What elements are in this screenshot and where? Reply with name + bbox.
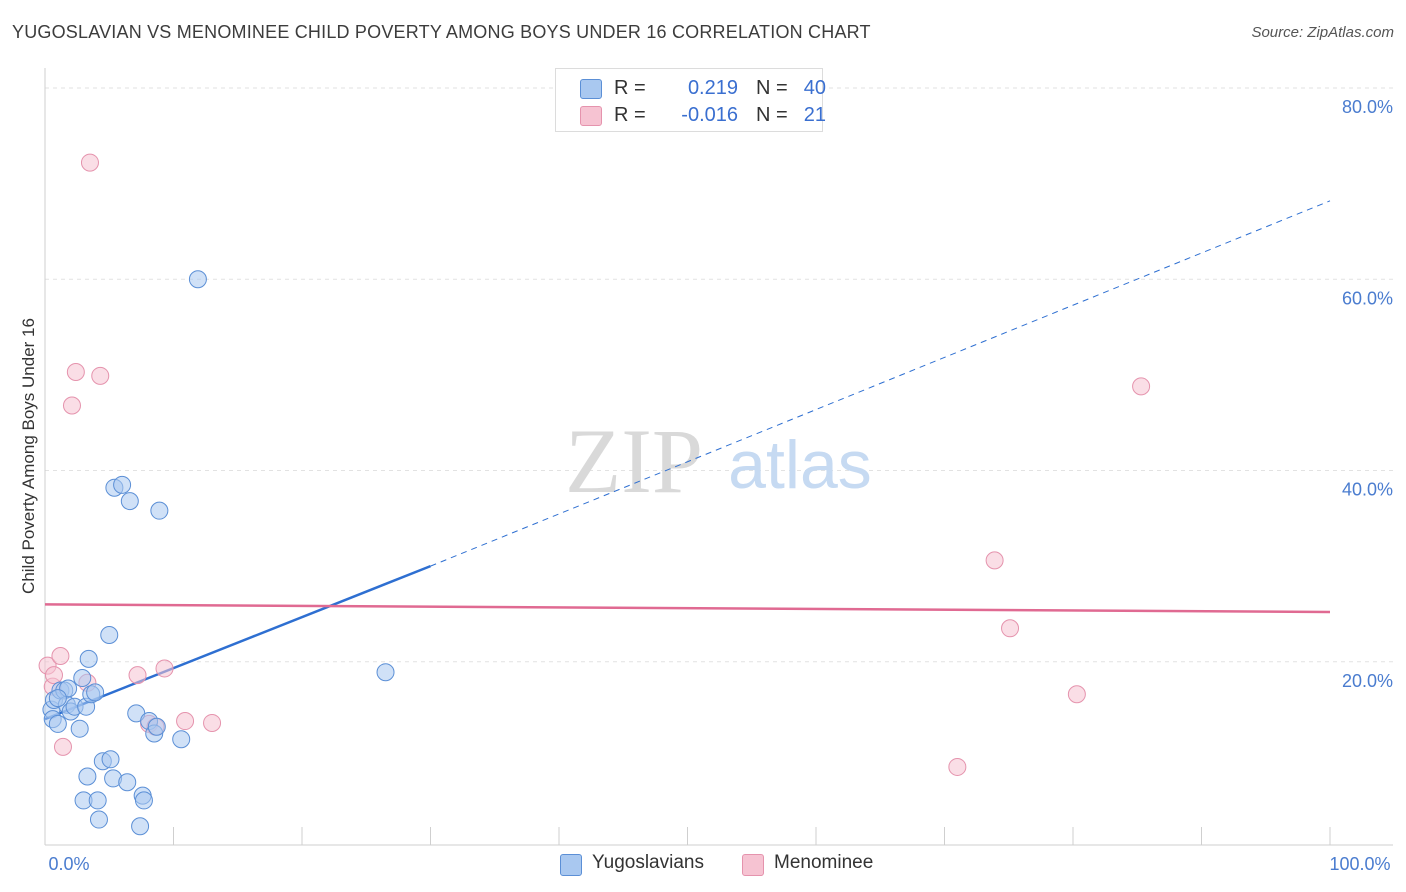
y-tick-label: 20.0% xyxy=(1342,671,1393,691)
legend-swatch-menominee xyxy=(580,106,602,126)
legend-r-value: -0.016 xyxy=(681,104,738,126)
bottom-legend-label-yugoslavians: Yugoslavians xyxy=(592,852,704,873)
bottom-legend-swatch-yugoslavians xyxy=(560,854,582,876)
legend-n-label: N = xyxy=(756,104,788,126)
point-menominee xyxy=(155,659,174,678)
watermark: ZIP atlas xyxy=(565,410,872,512)
point-yugoslavians xyxy=(78,767,97,786)
point-yugoslavians xyxy=(89,810,108,829)
tick-layer: 20.0% 40.0% 60.0% 80.0% 0.0% 100.0% xyxy=(48,97,1393,874)
point-menominee xyxy=(948,757,967,776)
trend-line-yugoslavians-extension xyxy=(430,200,1331,567)
y-tick-label: 80.0% xyxy=(1342,97,1393,117)
point-yugoslavians xyxy=(113,475,132,494)
point-menominee xyxy=(176,712,195,731)
point-menominee xyxy=(985,551,1004,570)
trend-layer xyxy=(44,200,1331,721)
point-menominee xyxy=(62,396,81,415)
bottom-legend-label-menominee: Menominee xyxy=(774,852,874,873)
point-menominee xyxy=(1067,685,1086,704)
legend-n-label: N = xyxy=(756,77,788,99)
grid-layer xyxy=(45,87,1393,663)
bottom-legend-swatch-menominee xyxy=(742,854,764,876)
source-label: Source: ZipAtlas.com xyxy=(1251,24,1394,41)
point-menominee xyxy=(53,737,72,756)
axis-layer xyxy=(44,68,1393,846)
bottom-legend-menominee: Menominee xyxy=(742,852,892,876)
legend-n-value: 40 xyxy=(803,77,826,99)
point-yugoslavians xyxy=(100,625,119,644)
point-yugoslavians xyxy=(48,689,67,708)
y-tick-label: 60.0% xyxy=(1342,288,1393,308)
trend-line-menominee xyxy=(44,603,1331,614)
point-yugoslavians xyxy=(86,683,105,702)
point-yugoslavians xyxy=(70,719,89,738)
bottom-legend-yugoslavians: Yugoslavians xyxy=(560,852,720,876)
point-menominee xyxy=(91,366,110,385)
point-layer xyxy=(38,153,1151,836)
y-axis-label: Child Poverty Among Boys Under 16 xyxy=(19,318,38,594)
point-menominee xyxy=(203,713,222,732)
legend-r-label: R = xyxy=(614,77,646,99)
point-yugoslavians xyxy=(150,501,169,520)
point-menominee xyxy=(80,153,99,172)
point-yugoslavians xyxy=(48,714,67,733)
point-yugoslavians xyxy=(79,649,98,668)
x-tick-label: 100.0% xyxy=(1329,854,1390,874)
y-tick-label: 40.0% xyxy=(1342,480,1393,500)
point-yugoslavians xyxy=(147,717,166,736)
point-yugoslavians xyxy=(101,750,120,769)
point-yugoslavians xyxy=(118,773,137,792)
trend-line-yugoslavians xyxy=(44,564,431,721)
point-yugoslavians xyxy=(131,817,150,836)
point-menominee xyxy=(66,363,85,382)
chart-title: YUGOSLAVIAN VS MENOMINEE CHILD POVERTY A… xyxy=(12,22,871,42)
point-yugoslavians xyxy=(120,492,139,511)
point-yugoslavians xyxy=(88,791,107,810)
point-yugoslavians xyxy=(134,791,153,810)
point-menominee xyxy=(128,666,147,685)
watermark-zip: ZIP xyxy=(565,410,703,512)
legend: R = 0.219 N = 40 R = -0.016 N = 21 xyxy=(555,68,826,132)
x-tick-label: 0.0% xyxy=(48,854,89,874)
point-yugoslavians xyxy=(73,669,92,688)
point-menominee xyxy=(51,647,70,666)
watermark-atlas: atlas xyxy=(728,427,872,503)
point-yugoslavians xyxy=(188,270,207,289)
point-menominee xyxy=(1132,377,1151,396)
point-yugoslavians xyxy=(172,730,191,749)
point-menominee xyxy=(1001,619,1020,638)
legend-n-value: 21 xyxy=(803,104,826,126)
legend-r-label: R = xyxy=(614,104,646,126)
legend-row-menominee: R = -0.016 N = 21 xyxy=(580,102,830,128)
point-menominee xyxy=(44,666,63,685)
legend-row-yugoslavians: R = 0.219 N = 40 xyxy=(580,75,830,101)
legend-swatch-yugoslavians xyxy=(580,79,602,99)
legend-r-value: 0.219 xyxy=(687,77,738,99)
point-yugoslavians xyxy=(376,663,395,682)
